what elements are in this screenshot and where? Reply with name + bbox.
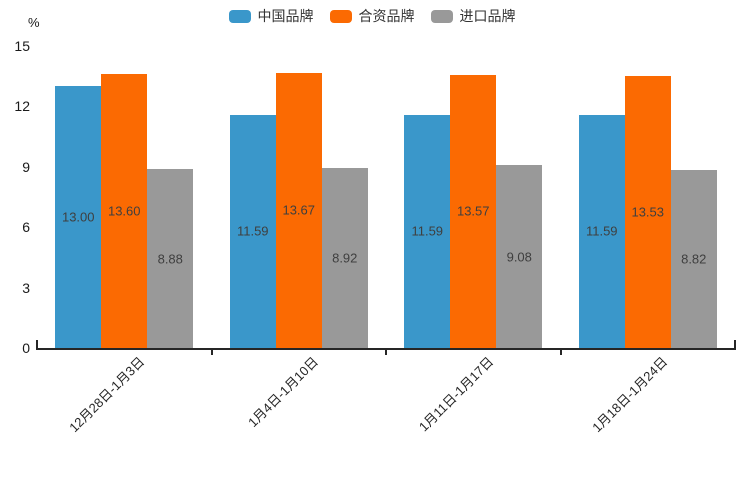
x-tick-label: 1月4日-1月10日 [245,354,322,431]
bar-value-label: 13.67 [282,202,316,218]
x-axis-endcap [734,340,736,348]
bar-series0-cat1 [229,114,276,348]
legend-swatch-icon [329,9,352,23]
x-axis-line [36,348,736,350]
bar-series1-cat2 [450,74,497,348]
bar-series0-cat0 [55,86,102,348]
bar-value-label: 13.60 [107,203,141,219]
legend-label: 中国品牌 [257,8,314,24]
legend-item-1[interactable]: 合资品牌 [329,8,415,24]
bar-value-label: 8.92 [332,250,358,266]
x-axis-tick [559,350,562,355]
legend-item-0[interactable]: 中国品牌 [228,8,314,24]
y-tick-label: 9 [22,158,30,175]
legend-label: 进口品牌 [459,8,516,24]
bar-series2-cat3 [670,170,717,348]
bar-value-label: 8.88 [157,251,183,267]
y-axis-unit-label: % [28,15,40,30]
x-tick-label: 12月28日-1月3日 [65,354,147,436]
legend-item-2[interactable]: 进口品牌 [430,8,516,24]
bar-series2-cat0 [147,169,194,348]
bar-series1-cat0 [101,74,148,348]
bar-series0-cat3 [578,114,625,348]
chart-legend: 中国品牌 合资品牌 进口品牌 [0,9,744,23]
bar-value-label: 13.57 [456,203,490,219]
bar-value-label: 11.59 [236,223,269,239]
x-axis-tick [385,350,387,355]
legend-label: 合资品牌 [358,8,415,24]
y-tick-label: 0 [22,340,30,356]
legend-swatch-icon [430,9,453,23]
y-tick-label: 15 [14,38,30,54]
bar-series2-cat2 [496,165,543,348]
bar-value-label: 8.82 [681,251,707,267]
y-tick-label: 6 [22,219,30,236]
y-tick-label: 3 [22,279,30,296]
x-tick-label: 1月18日-1月24日 [589,354,671,436]
bar-value-label: 11.59 [585,223,618,239]
bar-series0-cat2 [404,114,451,348]
plot-area: 13.00 11.59 11.59 11.59 13.60 13.67 13.57 13.53… [37,46,735,348]
bar-series1-cat1 [275,72,322,348]
y-tick-label: 12 [14,98,30,115]
bar-value-label: 13.00 [61,209,95,225]
legend-swatch-icon [228,9,251,23]
x-axis-endcap [36,340,38,348]
bar-value-label: 11.59 [411,223,444,239]
x-tick-label: 1月11日-1月17日 [415,354,496,435]
bar-value-label: 13.53 [631,204,665,220]
x-axis-tick [210,350,213,355]
bar-series1-cat3 [624,75,671,348]
bar-value-label: 9.08 [506,249,532,265]
bar-series2-cat1 [321,168,368,348]
